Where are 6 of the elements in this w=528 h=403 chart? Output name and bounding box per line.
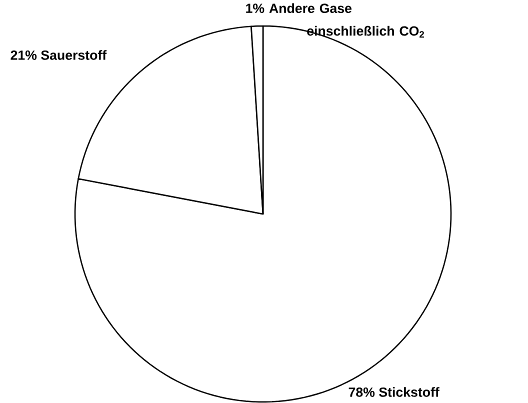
slice-label: Sauerstoff <box>41 50 107 60</box>
data-label: 78% <box>348 387 375 397</box>
data-label: 1% <box>246 4 264 14</box>
data-label: 21% <box>10 50 37 60</box>
slice-label: Stickstoff <box>379 387 440 397</box>
slice-label: Andere Gase einschließlich CO$_{2}$ <box>269 3 424 38</box>
